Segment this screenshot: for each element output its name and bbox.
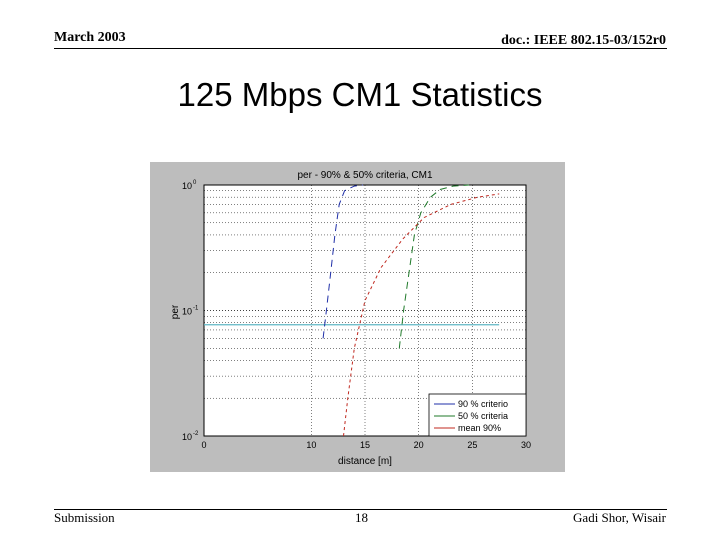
x-tick-label: 25 xyxy=(467,440,477,450)
figure-panel: 0 10 15 20 25 30 10 0 10 -1 10 -2 per - 90% & 50% … xyxy=(150,162,565,472)
footer-author: Gadi Shor, Wisair xyxy=(573,510,666,525)
footer-page-number: 18 xyxy=(355,510,368,525)
y-tick-exponent: -1 xyxy=(193,306,199,312)
y-tick-label: 10 xyxy=(182,181,192,191)
chart-title: per - 90% & 50% criteria, CM1 xyxy=(297,170,432,181)
series-line-1 xyxy=(398,184,470,349)
x-axis-label: distance [m] xyxy=(338,456,392,467)
footer-rule xyxy=(54,509,667,510)
x-tick-label: 30 xyxy=(521,440,531,450)
legend-label-90: 90 % criterio xyxy=(458,399,508,409)
header-doc-id: doc.: IEEE 802.15-03/152r0 xyxy=(501,33,666,48)
header-date: March 2003 xyxy=(54,30,126,45)
header-rule xyxy=(54,48,667,49)
series-group xyxy=(204,184,500,437)
x-tick-label: 10 xyxy=(306,440,316,450)
y-tick-exponent: -2 xyxy=(193,431,199,437)
y-tick-label: 10 xyxy=(182,307,192,317)
x-tick-label: 20 xyxy=(414,440,424,450)
legend-label-mean: mean 90% xyxy=(458,423,501,433)
legend: 90 % criterio 50 % criteria mean 90% xyxy=(428,393,527,437)
y-tick-label: 10 xyxy=(182,432,192,442)
y-axis-label: per xyxy=(170,304,181,319)
legend-label-50: 50 % criteria xyxy=(458,411,508,421)
slide-title: 125 Mbps CM1 Statistics xyxy=(177,76,543,113)
series-line-0 xyxy=(322,184,363,339)
x-tick-labels: 0 10 15 20 25 30 xyxy=(201,440,531,450)
y-tick-exponent: 0 xyxy=(193,180,197,186)
footer-submission: Submission xyxy=(54,510,115,525)
x-tick-label: 0 xyxy=(201,440,206,450)
x-tick-label: 15 xyxy=(360,440,370,450)
legend-box xyxy=(428,393,527,437)
series-line-2 xyxy=(343,193,500,437)
